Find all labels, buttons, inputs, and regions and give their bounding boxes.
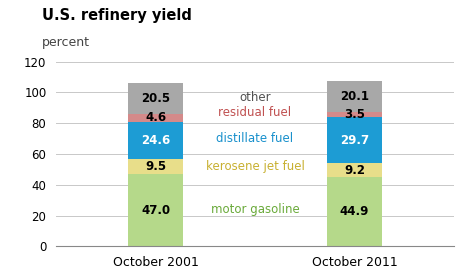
Text: 20.1: 20.1	[340, 90, 369, 103]
Text: motor gasoline: motor gasoline	[211, 203, 300, 216]
Text: residual fuel: residual fuel	[219, 106, 292, 119]
Text: U.S. refinery yield: U.S. refinery yield	[42, 8, 192, 24]
Bar	[128, 122, 183, 159]
Text: other: other	[239, 90, 271, 104]
Text: 3.5: 3.5	[344, 108, 365, 121]
Bar	[128, 159, 183, 174]
Text: 4.6: 4.6	[145, 111, 166, 125]
Text: 29.7: 29.7	[340, 134, 369, 147]
Bar	[327, 163, 382, 177]
Bar	[327, 112, 382, 117]
Bar	[327, 177, 382, 246]
Text: distillate fuel: distillate fuel	[217, 132, 293, 145]
Bar	[128, 83, 183, 115]
Bar	[327, 117, 382, 163]
Bar	[128, 115, 183, 122]
Bar	[327, 81, 382, 112]
Text: 9.2: 9.2	[344, 164, 365, 177]
Bar	[128, 174, 183, 246]
Text: 24.6: 24.6	[141, 134, 170, 147]
Text: 20.5: 20.5	[141, 92, 170, 105]
Text: percent: percent	[42, 36, 90, 49]
Text: 47.0: 47.0	[141, 204, 170, 217]
Text: kerosene jet fuel: kerosene jet fuel	[205, 160, 305, 173]
Text: 9.5: 9.5	[145, 160, 166, 173]
Text: 44.9: 44.9	[340, 205, 369, 218]
